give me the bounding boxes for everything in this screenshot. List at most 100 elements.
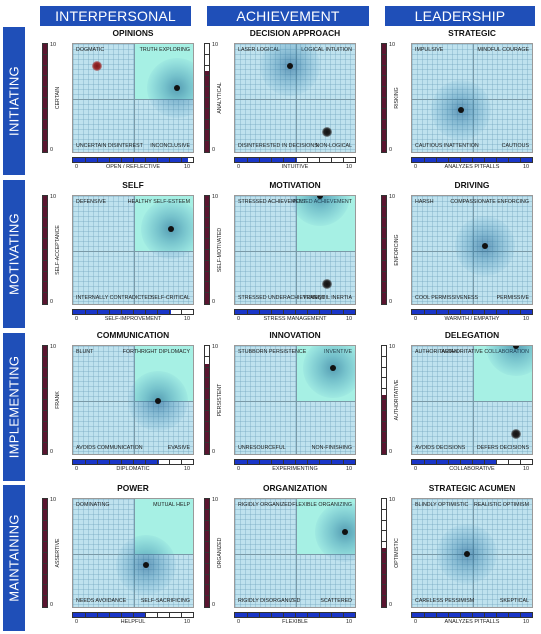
x-bar-tick [169, 460, 170, 464]
x-tick-label-max: 10 [346, 316, 353, 322]
x-axis-label: ANALYZES PITFALLS [444, 619, 500, 625]
x-bar-tick [247, 613, 248, 617]
column-header-interpersonal: INTERPERSONAL [40, 6, 191, 26]
quadrant-label-bl: AVOIDS COMMUNICATION [76, 445, 143, 451]
y-bar-tick [43, 259, 47, 261]
y-score-bar [42, 43, 48, 153]
midline-vertical [296, 499, 297, 607]
row-header-motivating: MOTIVATING [3, 180, 25, 328]
x-tick-label-min: 0 [414, 164, 418, 170]
data-point [173, 85, 180, 91]
y-bar-tick [205, 420, 209, 422]
y-axis-label: RISKING [394, 87, 400, 109]
y-score-bar [204, 498, 210, 608]
quadrant-label-br: SELF-CRITICAL [150, 295, 190, 301]
x-tick-label-min: 0 [414, 466, 418, 472]
x-bar-tick [472, 613, 473, 617]
y-score-fill [382, 547, 386, 607]
quadrant-label-br: EVASIVE [167, 445, 190, 451]
y-score-fill [205, 499, 209, 607]
y-score-bar [204, 195, 210, 305]
chart-title: ORGANIZATION [262, 483, 328, 493]
data-point [341, 529, 348, 535]
data-point-glow [302, 346, 355, 398]
x-bar-tick [145, 158, 146, 162]
y-bar-tick [43, 281, 47, 283]
x-bar-tick [424, 613, 425, 617]
quadrant-label-br: SKEPTICAL [499, 598, 529, 604]
y-score-bar [381, 345, 387, 455]
y-tick-label-min: 0 [50, 449, 54, 455]
quadrant-label-tl: BLUNT [76, 349, 94, 355]
y-bar-tick [205, 595, 209, 597]
quadrant-label-br: DEFERS DECISIONS [476, 445, 529, 451]
y-tick-label-max: 10 [389, 194, 396, 200]
y-bar-tick [382, 64, 386, 66]
x-bar-tick [460, 460, 461, 464]
x-bar-tick [436, 310, 437, 314]
x-tick-label-min: 0 [414, 619, 418, 625]
y-axis-label: CERTAIN [55, 86, 61, 110]
x-axis-label: INTUITIVE [281, 164, 309, 170]
x-axis-label: ANALYZES PITFALLS [444, 164, 500, 170]
y-bar-tick [382, 53, 386, 55]
quadrant-label-bl: RIGIDLY DISORGANIZED [238, 598, 301, 604]
data-point [286, 63, 293, 69]
x-bar-tick [331, 310, 332, 314]
y-bar-tick [382, 508, 386, 510]
midline-horizontal [235, 99, 355, 100]
y-bar-tick [43, 530, 47, 532]
x-bar-tick [343, 310, 344, 314]
x-bar-tick [157, 310, 158, 314]
x-tick-label-max: 10 [523, 466, 530, 472]
y-bar-tick [43, 399, 47, 400]
x-bar-tick [295, 158, 296, 162]
x-tick-label-min: 0 [75, 316, 79, 322]
y-bar-tick [43, 366, 47, 368]
y-bar-tick [382, 259, 386, 261]
x-bar-tick [307, 460, 308, 464]
quadrant-label-bl: UNRESOURCEFUL [238, 445, 286, 451]
column-header-achievement: ACHIEVEMENT [207, 6, 369, 26]
chart-title: INNOVATION [269, 330, 321, 340]
x-tick-label-max: 10 [523, 316, 530, 322]
x-bar-tick [319, 158, 320, 162]
x-bar-tick [271, 158, 272, 162]
quadrant-label-bl: COOL PERMISSIVENESS [415, 295, 479, 301]
midline-vertical [134, 196, 135, 304]
x-bar-tick [295, 310, 296, 314]
x-bar-tick [169, 310, 170, 314]
x-bar-tick [157, 158, 158, 162]
x-bar-tick [319, 460, 320, 464]
x-bar-tick [109, 613, 110, 617]
y-score-fill [382, 44, 386, 152]
x-bar-tick [259, 158, 260, 162]
data-point [143, 562, 150, 568]
quadrant-label-tl: DOMINATING [76, 502, 110, 508]
x-bar-tick [181, 613, 182, 617]
quadrant-label-bl: CARELESS PESSIMISM [415, 598, 475, 604]
x-bar-tick [133, 158, 134, 162]
y-bar-tick [382, 107, 386, 109]
x-score-bar [411, 459, 533, 465]
y-bar-tick [43, 552, 47, 553]
x-bar-tick [157, 460, 158, 464]
x-bar-tick [283, 613, 284, 617]
chart-title: STRATEGIC [448, 28, 496, 38]
y-tick-label-max: 10 [50, 344, 57, 350]
y-bar-tick [43, 519, 47, 521]
chart-title: SELF [122, 180, 144, 190]
secondary-point [92, 61, 103, 71]
quadrant-label-bl: CAUTIOUS INATTENTION [415, 143, 479, 149]
data-point [329, 365, 336, 371]
x-bar-tick [121, 613, 122, 617]
x-bar-tick [85, 158, 86, 162]
x-bar-tick [331, 158, 332, 162]
x-tick-label-min: 0 [237, 619, 241, 625]
y-bar-tick [43, 64, 47, 66]
y-bar-tick [382, 238, 386, 240]
y-bar-tick [205, 140, 209, 142]
y-bar-tick [43, 409, 47, 411]
quadrant-label-bl: UNCERTAIN DISINTEREST [76, 143, 143, 149]
